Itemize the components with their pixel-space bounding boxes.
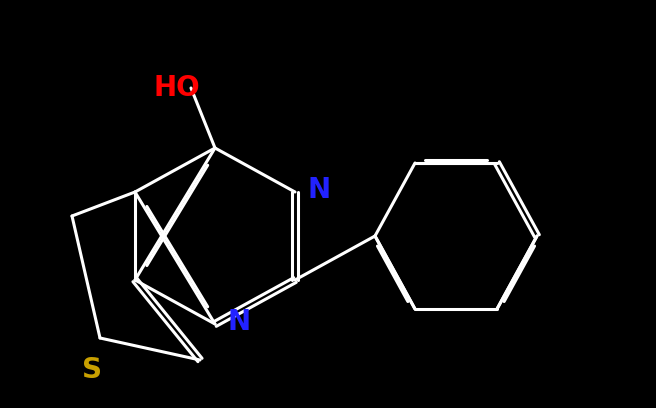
Text: N: N (227, 308, 250, 336)
Text: N: N (307, 176, 330, 204)
Text: HO: HO (153, 74, 199, 102)
Text: S: S (82, 356, 102, 384)
